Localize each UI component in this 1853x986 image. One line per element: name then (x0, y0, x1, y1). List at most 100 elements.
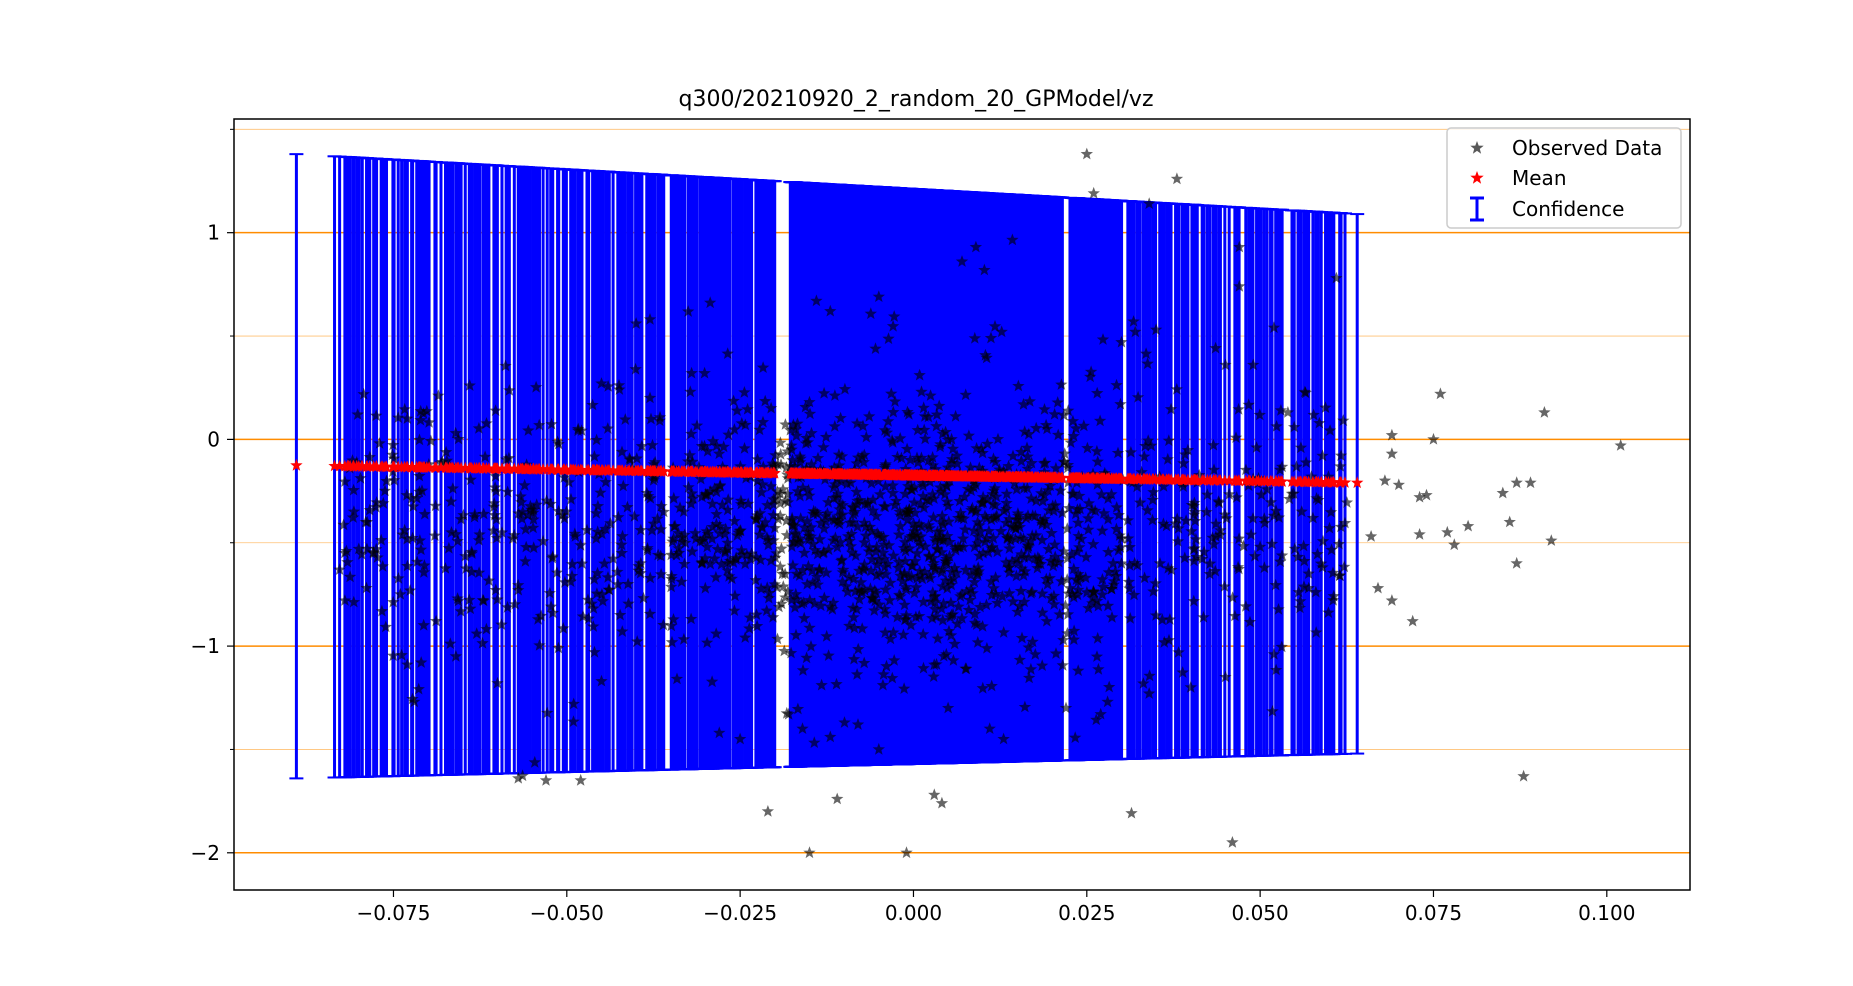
observed-point (1013, 653, 1026, 666)
observed-point (972, 565, 985, 577)
y-axis: 1 0 −1 −2 (191, 128, 234, 865)
observed-point (753, 423, 766, 436)
observed-point (375, 604, 389, 617)
x-axis: −0.075 −0.050 −0.025 0.000 0.025 0.050 0.075 0.… (356, 890, 1635, 925)
observed-point (888, 654, 901, 666)
observed-point (973, 461, 986, 474)
observed-point (489, 583, 502, 596)
observed-point (722, 569, 736, 582)
observed-point (1123, 582, 1136, 594)
observed-point (1232, 562, 1245, 575)
observed-point (413, 469, 426, 482)
observed-point (457, 508, 470, 521)
observed-point (813, 563, 826, 576)
observed-point (490, 531, 503, 544)
observed-point (442, 541, 455, 554)
observed-point (587, 602, 600, 614)
observed-point (900, 846, 913, 859)
observed-point (898, 682, 911, 694)
observed-point (900, 583, 913, 595)
observed-point (1385, 447, 1398, 460)
observed-point (1110, 569, 1123, 582)
mean-point (422, 461, 436, 473)
observed-point (770, 581, 784, 593)
observed-point (856, 419, 870, 432)
observed-point (1069, 422, 1083, 434)
observed-point (1006, 233, 1019, 246)
observed-point (1072, 575, 1085, 587)
observed-point (798, 611, 811, 624)
observed-point (985, 588, 998, 601)
observed-point (919, 540, 932, 552)
observed-point (878, 423, 892, 436)
observed-point (1063, 581, 1077, 594)
observed-point (866, 592, 880, 605)
observed-point (1077, 419, 1090, 432)
observed-point (495, 526, 509, 538)
observed-point (672, 526, 685, 539)
observed-point (1079, 550, 1093, 563)
observed-point (946, 452, 959, 465)
observed-point (1165, 563, 1178, 576)
observed-point (1218, 508, 1231, 520)
observed-point (665, 580, 678, 593)
observed-point (595, 527, 608, 540)
observed-point (1316, 449, 1329, 462)
observed-point (831, 792, 844, 805)
observed-point (519, 555, 532, 567)
observed-point (951, 617, 964, 630)
observed-point (1003, 512, 1016, 525)
observed-point (392, 411, 405, 423)
mean-point (503, 462, 516, 475)
observed-point (473, 528, 486, 540)
observed-point (722, 428, 735, 441)
observed-point (413, 433, 426, 446)
observed-point (802, 483, 815, 496)
observed-point (719, 522, 732, 535)
observed-point (848, 621, 861, 634)
observed-point (414, 543, 428, 556)
observed-point (1250, 441, 1263, 453)
observed-point (407, 500, 420, 512)
observed-point (1413, 528, 1426, 540)
observed-point (557, 622, 570, 634)
observed-point (564, 575, 577, 587)
observed-point (347, 505, 361, 517)
observed-point (828, 420, 841, 432)
observed-point (1072, 583, 1085, 596)
observed-point (872, 742, 885, 755)
observed-point (1047, 589, 1061, 602)
observed-point (1072, 516, 1085, 529)
observed-point (1092, 662, 1105, 675)
observed-point (587, 620, 600, 632)
observed-point (560, 505, 573, 517)
observed-point (552, 504, 565, 517)
observed-point (791, 702, 805, 715)
observed-point (851, 520, 864, 532)
observed-point (544, 497, 557, 510)
observed-point (444, 637, 457, 649)
observed-point (1275, 460, 1289, 473)
observed-point (910, 528, 923, 540)
observed-point (1110, 378, 1123, 391)
observed-point (844, 476, 857, 488)
observed-point (822, 543, 835, 556)
observed-point (1253, 408, 1266, 421)
observed-point (1038, 512, 1051, 525)
observed-point (1114, 397, 1127, 410)
observed-point (927, 511, 940, 523)
observed-point (806, 537, 819, 550)
observed-point (927, 670, 940, 682)
observed-point (1197, 610, 1210, 623)
observed-point (418, 559, 431, 571)
observed-point (1157, 480, 1170, 492)
observed-point (991, 432, 1005, 445)
observed-point (916, 489, 930, 502)
observed-point (967, 524, 981, 537)
observed-point (756, 415, 770, 428)
observed-point (982, 524, 996, 537)
observed-point (1255, 488, 1268, 501)
observed-point (459, 549, 472, 562)
observed-point (1130, 480, 1144, 493)
